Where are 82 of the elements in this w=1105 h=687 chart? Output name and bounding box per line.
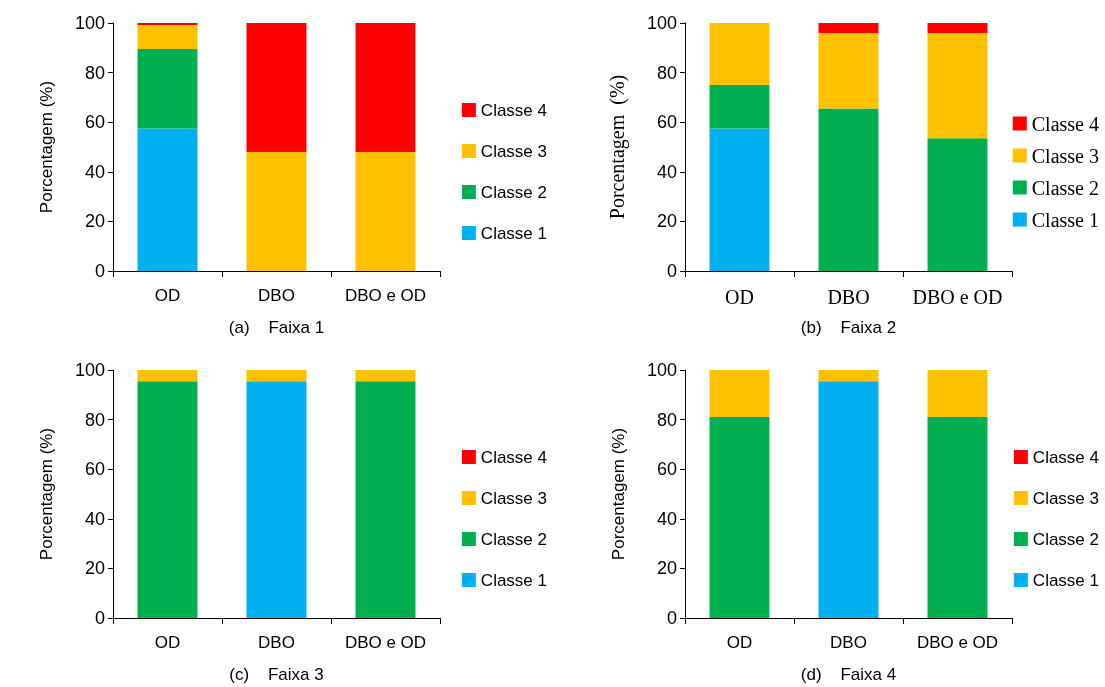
y-axis-title: Porcentagem (%) [609, 427, 628, 561]
legend-label: Classe 4 [1031, 112, 1099, 135]
legend-label: Classe 3 [1031, 144, 1099, 167]
bar [709, 85, 770, 129]
bar [709, 128, 770, 271]
y-tick-label: 100 [646, 13, 677, 33]
y-tick-label: 60 [84, 112, 105, 133]
bar [818, 23, 879, 33]
x-tick-label: OD [154, 633, 181, 652]
bar [355, 151, 416, 271]
x-tick-label: DBO [827, 286, 870, 308]
y-tick-label: 60 [656, 112, 677, 133]
y-tick-label: 0 [666, 261, 677, 281]
bar [818, 32, 879, 109]
bar [709, 370, 770, 418]
y-tick-label: 40 [656, 508, 677, 529]
legend-label: Classe 2 [480, 529, 547, 549]
x-tick-label: OD [725, 286, 754, 308]
bar [137, 128, 198, 271]
y-axis-title: Porcentagem (%) [606, 74, 629, 220]
y-tick-label: 20 [84, 211, 105, 232]
bar [709, 23, 770, 85]
bar [246, 23, 307, 152]
x-axis-title: (a) Faixa 1 [228, 318, 325, 337]
legend-label: Classe 3 [480, 488, 547, 508]
y-tick-label: 0 [94, 608, 105, 628]
legend-label: Classe 3 [480, 141, 547, 161]
bar [355, 23, 416, 152]
y-tick-label: 80 [84, 409, 105, 430]
y-tick-label: 80 [656, 62, 677, 83]
bar [818, 381, 879, 618]
y-tick-label: 100 [646, 360, 677, 380]
legend-label: Classe 1 [480, 570, 547, 590]
legend-label: Classe 1 [1032, 570, 1099, 590]
legend-label: Classe 3 [1032, 488, 1099, 508]
x-axis-title: (d) Faixa 4 [800, 665, 897, 684]
x-tick-label: DBO [258, 633, 295, 652]
y-axis-title: Porcentagem (%) [37, 80, 56, 214]
bar [137, 24, 198, 50]
y-tick-label: 40 [84, 508, 105, 529]
y-tick-label: 40 [84, 161, 105, 182]
y-tick-label: 60 [84, 459, 105, 480]
y-tick-label: 60 [656, 459, 677, 480]
y-tick-label: 0 [666, 608, 677, 628]
legend-label: Classe 1 [480, 223, 547, 243]
legend-label: Classe 2 [1031, 176, 1099, 199]
x-tick-label: OD [154, 286, 181, 305]
x-axis-title: (c) Faixa 3 [229, 665, 324, 684]
y-tick-label: 20 [656, 211, 677, 232]
legend-label: Classe 4 [480, 447, 547, 467]
x-tick-label: DBO [258, 286, 295, 305]
y-tick-label: 20 [84, 558, 105, 579]
y-tick-label: 100 [74, 13, 105, 33]
y-tick-label: 100 [74, 360, 105, 380]
y-tick-label: 20 [656, 558, 677, 579]
legend-label: Classe 4 [480, 100, 547, 120]
legend-label: Classe 2 [480, 182, 547, 202]
x-tick-label: DBO e OD [344, 286, 427, 305]
bar [927, 23, 988, 33]
x-tick-label: OD [726, 633, 753, 652]
y-tick-label: 0 [94, 261, 105, 281]
bar [246, 151, 307, 271]
bar [927, 32, 988, 139]
x-tick-label: DBO e OD [916, 633, 999, 652]
bar [818, 370, 879, 382]
x-tick-label: DBO [830, 633, 867, 652]
legend-label: Classe 2 [1032, 529, 1099, 549]
bar [927, 370, 988, 418]
bar [927, 417, 988, 618]
x-tick-label: DBO e OD [912, 286, 1003, 308]
legend-label: Classe 4 [1032, 447, 1099, 467]
bar [709, 417, 770, 618]
y-tick-label: 80 [656, 409, 677, 430]
x-tick-label: DBO e OD [344, 633, 427, 652]
y-tick-label: 40 [656, 161, 677, 182]
x-axis-title: (b) Faixa 2 [800, 318, 897, 337]
y-axis-title: Porcentagem (%) [37, 427, 56, 561]
bar [818, 108, 879, 271]
bar [927, 138, 988, 271]
y-tick-label: 80 [84, 62, 105, 83]
bar [137, 49, 198, 129]
legend-label: Classe 1 [1031, 208, 1099, 231]
